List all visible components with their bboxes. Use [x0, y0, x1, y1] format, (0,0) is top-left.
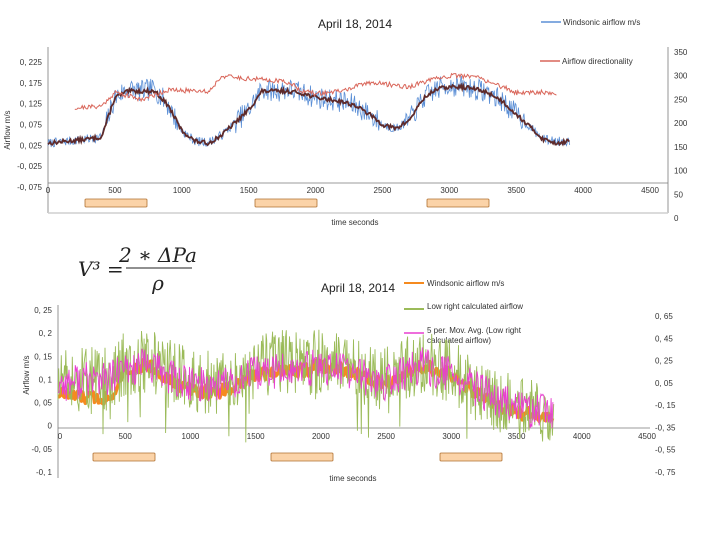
- chart-top-ytick-left: 0, 175: [20, 79, 43, 88]
- chart-top-xtick: 4500: [641, 186, 659, 195]
- chart-top-xtick: 0: [46, 186, 51, 195]
- chart-bottom-ticks: 0, 25 0, 2 0, 15 0, 1 0, 05 0 -0, 05 -0, 1 0, 65…: [32, 306, 676, 477]
- chart-bottom-xtick: 1000: [182, 432, 200, 441]
- chart-bottom-ylabel: Airflow m/s: [22, 355, 31, 394]
- series-low-right: [57, 329, 555, 443]
- chart-top-ytick-right: 50: [674, 190, 683, 199]
- chart-bottom-ytick-right: -0, 55: [655, 446, 676, 455]
- legend-windsonic-label: Windsonic airflow m/s: [563, 18, 640, 27]
- chart-top-marker-1: [254, 198, 318, 208]
- chart-bottom-marker-2: [439, 452, 503, 462]
- chart-top-xtick: 500: [108, 186, 122, 195]
- legend-moving-avg-label: 5 per. Mov. Avg. (Low right calculated a…: [427, 326, 521, 345]
- chart-bottom-ytick-left: 0: [48, 422, 53, 431]
- chart-bottom-xtick: 0: [58, 432, 63, 441]
- chart-top-xtick: 1500: [240, 186, 258, 195]
- chart-bottom-ytick-right: 0, 65: [655, 312, 673, 321]
- chart-top-ylabel: Airflow m/s: [3, 110, 12, 149]
- chart-bottom-ytick-right: -0, 15: [655, 401, 676, 410]
- chart-bottom-ytick-left: 0, 25: [34, 306, 52, 315]
- chart-top-ytick-right: 0: [674, 214, 679, 223]
- chart-top-xlabel: time seconds: [331, 218, 378, 227]
- chart-bottom-marker-1: [270, 452, 334, 462]
- chart-bottom-series: [57, 329, 555, 443]
- formula-denominator: ρ: [151, 271, 164, 295]
- chart-top-ytick-left: 0, 075: [20, 121, 43, 130]
- chart-top-xtick: 3000: [440, 186, 458, 195]
- legend-directionality-label: Airflow directionality: [562, 57, 633, 66]
- chart-bottom-ytick-left: 0, 2: [39, 329, 53, 338]
- chart-top-xtick: 4000: [574, 186, 592, 195]
- chart-bottom-xtick: 2500: [377, 432, 395, 441]
- series-five-per-avg: [58, 347, 554, 429]
- formula-lhs: V³ =: [78, 257, 124, 281]
- chart-top-ytick-right: 150: [674, 143, 688, 152]
- chart-bottom-xtick: 4500: [638, 432, 656, 441]
- chart-bottom-title: April 18, 2014: [321, 281, 395, 295]
- chart-bottom-marker-0: [92, 452, 156, 462]
- chart-bottom-xtick: 3000: [442, 432, 460, 441]
- chart-bottom-ytick-right: -0, 35: [655, 423, 676, 432]
- legend-moving-avg: 5 per. Mov. Avg. (Low right calculated a…: [427, 326, 521, 345]
- chart-bottom-xlabel: time seconds: [329, 474, 376, 483]
- chart-top-ytick-right: 100: [674, 167, 688, 176]
- chart-top-ytick-left: 0, 225: [20, 58, 43, 67]
- chart-bottom-ytick-right: 0, 25: [655, 357, 673, 366]
- legend-low-right: Low right calculated airflow: [427, 302, 524, 311]
- chart-top-xtick: 1000: [173, 186, 191, 195]
- chart-bottom-ytick-left: 0, 05: [34, 399, 52, 408]
- chart-top-xtick: 2500: [374, 186, 392, 195]
- legend-low-right-label: Low right calculated airflow: [427, 302, 524, 311]
- chart-bottom-xtick: 3500: [508, 432, 526, 441]
- formula-numerator: 2 ∗ ΔPa: [118, 243, 197, 267]
- chart-bottom-ytick-left: -0, 1: [36, 468, 53, 477]
- chart-top-series: [47, 72, 571, 148]
- chart-top-xtick: 2000: [307, 186, 325, 195]
- chart-bottom: April 18, 2014 Windsonic airflow m/s Low…: [22, 279, 676, 483]
- chart-bottom-xtick: 500: [119, 432, 133, 441]
- chart-bottom-ytick-left: 0, 15: [34, 352, 52, 361]
- chart-top-markers: [84, 198, 490, 208]
- chart-top-xtick: 3500: [507, 186, 525, 195]
- chart-top-ytick-right: 200: [674, 119, 688, 128]
- chart-top-ytick-left: 0, 025: [20, 141, 43, 150]
- formula: V³ = 2 ∗ ΔPa ρ: [78, 243, 197, 295]
- chart-bottom-ytick-right: -0, 75: [655, 468, 676, 477]
- chart-bottom-xtick: 4000: [573, 432, 591, 441]
- chart-top-ytick-right: 350: [674, 48, 688, 57]
- series-windsonic: [47, 75, 571, 148]
- chart-top-ytick-left: -0, 025: [17, 162, 42, 171]
- chart-bottom-ytick-right: 0, 05: [655, 379, 673, 388]
- chart-top-ytick-right: 250: [674, 95, 688, 104]
- chart-bottom-markers: [92, 452, 503, 462]
- chart-bottom-ytick-left: -0, 05: [32, 445, 53, 454]
- chart-bottom-xtick: 2000: [312, 432, 330, 441]
- chart-top-title: April 18, 2014: [318, 17, 392, 31]
- chart-top-marker-2: [426, 198, 490, 208]
- chart-top-marker-0: [84, 198, 148, 208]
- chart-top-ticks: 0, 225 0, 175 0, 125 0, 075 0, 025 -0, 025 -0,…: [17, 48, 688, 223]
- chart-top-ytick-left: 0, 125: [20, 100, 43, 109]
- chart-bottom-ytick-right: 0, 45: [655, 334, 673, 343]
- chart-top-ytick-left: -0, 075: [17, 183, 42, 192]
- legend-windsonic-2-label: Windsonic airflow m/s: [427, 279, 504, 288]
- chart-top: April 18, 2014 Windsonic airflow m/s Air…: [3, 17, 688, 227]
- series-moving-average: [47, 81, 570, 147]
- chart-bottom-ytick-left: 0, 1: [39, 375, 53, 384]
- series-directionality: [74, 72, 557, 111]
- chart-bottom-xtick: 1500: [247, 432, 265, 441]
- chart-top-ytick-right: 300: [674, 72, 688, 81]
